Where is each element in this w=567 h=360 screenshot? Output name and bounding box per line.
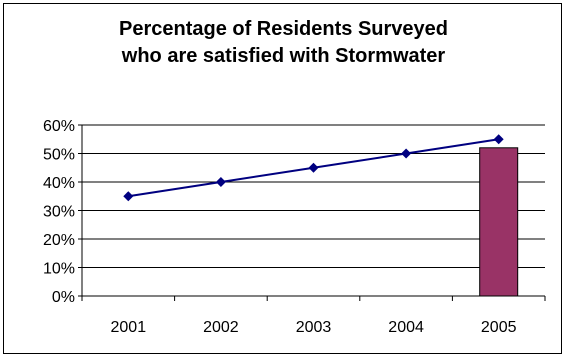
line-point-2001 [123, 191, 134, 202]
x-tick-label-2005: 2005 [481, 319, 517, 336]
y-tick-label: 20% [43, 232, 75, 249]
y-tick-label: 10% [43, 261, 75, 278]
line-point-2004 [401, 148, 412, 159]
x-tick-label-2001: 2001 [111, 319, 147, 336]
line-point-2002 [215, 177, 226, 187]
chart-title: Percentage of Residents Surveyed who are… [0, 16, 567, 70]
line-point-2005 [493, 134, 504, 145]
y-tick-label: 60% [43, 118, 75, 135]
x-tick-label-2004: 2004 [388, 319, 424, 336]
y-tick-label: 40% [43, 175, 75, 192]
chart-title-line-2: who are satisfied with Stormwater [121, 45, 446, 67]
y-tick-label: 50% [43, 147, 75, 164]
y-tick-label: 30% [43, 204, 75, 221]
x-tick-label-2003: 2003 [296, 319, 332, 336]
line-point-2003 [308, 162, 319, 173]
x-tick-label-2002: 2002 [203, 319, 239, 336]
bar-2005 [479, 147, 519, 297]
chart-title-line-1: Percentage of Residents Surveyed [118, 18, 448, 40]
y-tick-label: 0% [52, 289, 75, 306]
